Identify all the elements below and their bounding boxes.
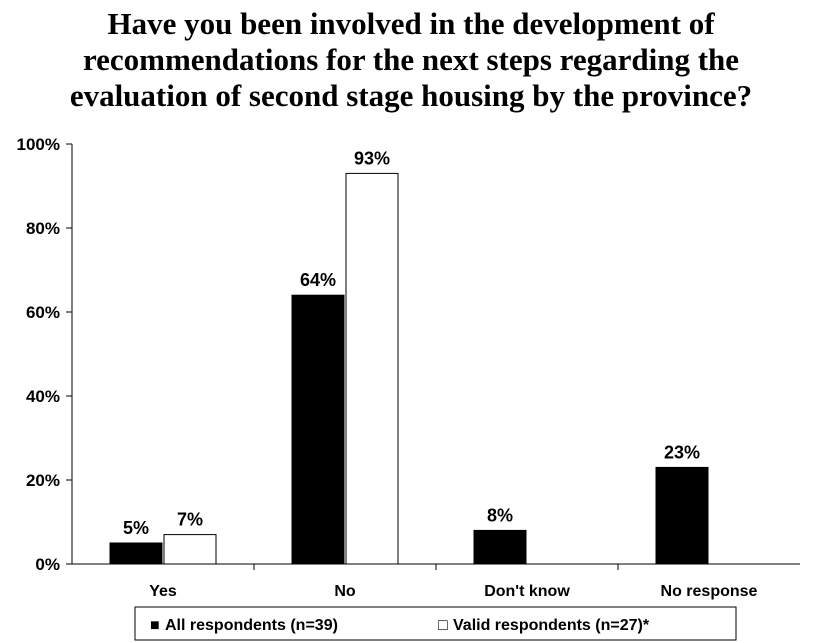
y-tick-label: 20% [26,471,60,490]
legend-box [134,606,737,641]
y-axis-ticks: 0% 20% 40% 60% 80% 100% [17,135,619,574]
y-tick-label: 60% [26,303,60,322]
data-label: 64% [300,270,336,290]
data-label: 93% [354,148,390,168]
bar-yes-series-1 [109,542,163,565]
y-tick-label: 100% [17,135,60,154]
data-label: 23% [664,442,700,462]
x-category-label: No response [661,583,758,600]
bar-no-series-1 [291,294,345,565]
bar-no-series-2 [345,172,399,565]
legend-label: Valid respondents (n=27)* [453,617,650,634]
y-tick-label: 0% [35,555,60,574]
x-axis-labels: Yes No Don't know No response [149,583,757,600]
chart-title: Have you been involved in the developmen… [69,6,753,113]
legend: ■ All respondents (n=39) □ Valid respondent… [134,606,737,641]
x-category-label: Don't know [484,583,570,600]
data-label: 5% [123,518,149,538]
bar-no-response-series-1 [655,466,709,565]
data-label: 8% [487,505,513,525]
bar-yes-series-2 [163,534,217,565]
y-tick-label: 80% [26,219,60,238]
x-category-label: Yes [149,583,177,600]
data-labels: 5% 7% 64% 93% 8% 23% [123,148,700,538]
legend-marker-icon: ■ [150,617,160,634]
data-label: 7% [177,510,203,530]
legend-marker-icon: □ [438,617,448,634]
bars [109,172,709,565]
y-tick-label: 40% [26,387,60,406]
bar-don-t-know-series-1 [473,529,527,565]
x-category-label: No [334,583,356,600]
legend-label: All respondents (n=39) [165,617,338,634]
